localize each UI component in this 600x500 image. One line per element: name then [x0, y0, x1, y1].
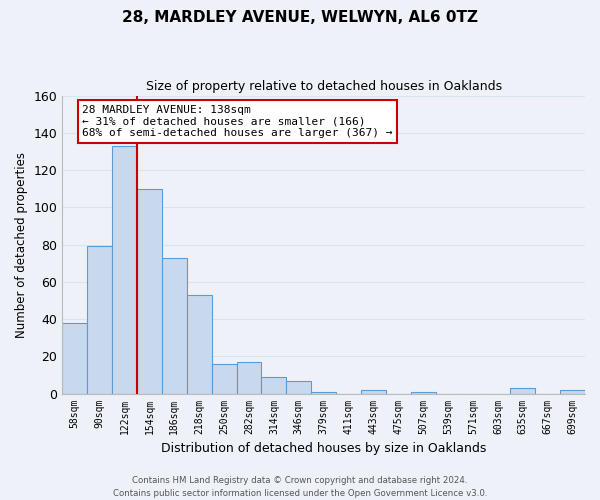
- Bar: [236, 362, 262, 394]
- Title: Size of property relative to detached houses in Oaklands: Size of property relative to detached ho…: [146, 80, 502, 93]
- Bar: [187, 295, 212, 394]
- Bar: [511, 388, 535, 394]
- Bar: [311, 392, 336, 394]
- Bar: [137, 188, 162, 394]
- Bar: [112, 146, 137, 394]
- X-axis label: Distribution of detached houses by size in Oaklands: Distribution of detached houses by size …: [161, 442, 487, 455]
- Bar: [411, 392, 436, 394]
- Bar: [361, 390, 386, 394]
- Bar: [212, 364, 236, 394]
- Bar: [262, 377, 286, 394]
- Bar: [62, 323, 87, 394]
- Text: Contains HM Land Registry data © Crown copyright and database right 2024.
Contai: Contains HM Land Registry data © Crown c…: [113, 476, 487, 498]
- Bar: [87, 246, 112, 394]
- Text: 28, MARDLEY AVENUE, WELWYN, AL6 0TZ: 28, MARDLEY AVENUE, WELWYN, AL6 0TZ: [122, 10, 478, 25]
- Text: 28 MARDLEY AVENUE: 138sqm
← 31% of detached houses are smaller (166)
68% of semi: 28 MARDLEY AVENUE: 138sqm ← 31% of detac…: [82, 105, 393, 138]
- Bar: [560, 390, 585, 394]
- Y-axis label: Number of detached properties: Number of detached properties: [15, 152, 28, 338]
- Bar: [286, 380, 311, 394]
- Bar: [162, 258, 187, 394]
